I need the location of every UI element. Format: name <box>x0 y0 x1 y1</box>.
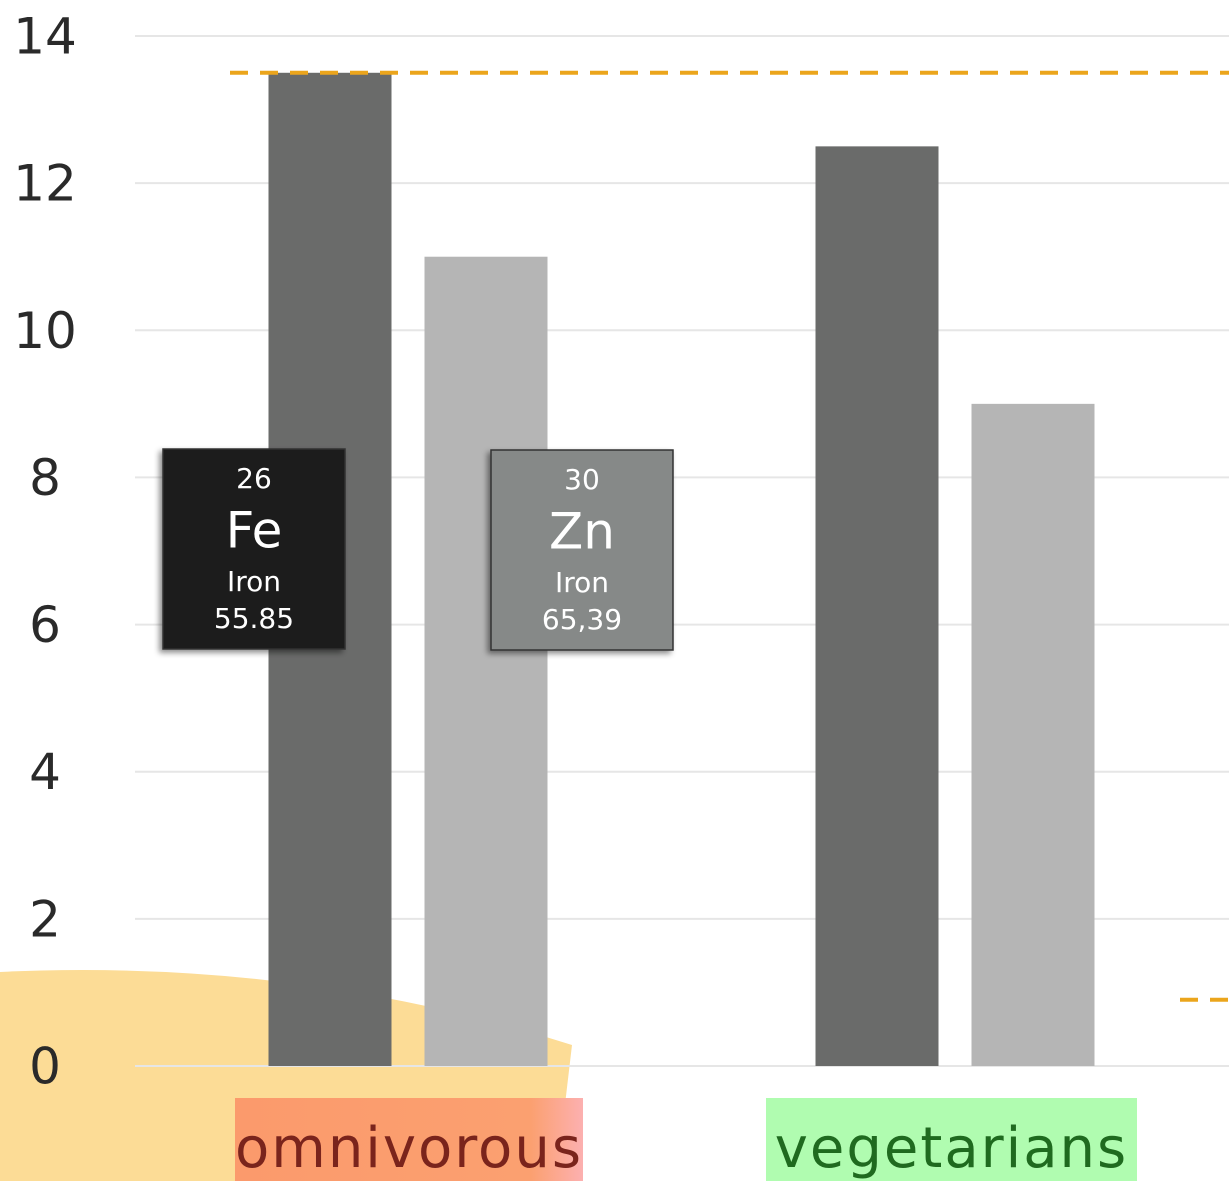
category-background <box>766 1098 1137 1181</box>
bar <box>815 146 939 1066</box>
y-tick-label: 6 <box>29 596 61 654</box>
element-tile <box>162 448 346 650</box>
element-tile <box>490 449 674 651</box>
tile-name: Iron <box>227 565 281 598</box>
y-tick-label: 12 <box>13 155 77 213</box>
tile-symbol: Zn <box>549 503 615 561</box>
tile-symbol: Fe <box>226 502 283 560</box>
x-tick-label: vegetarians <box>775 1116 1128 1181</box>
bar <box>424 256 548 1066</box>
bar <box>971 403 1095 1066</box>
y-tick-label: 10 <box>13 302 77 360</box>
x-tick-label: omnivorous <box>235 1116 583 1181</box>
tile-mass: 65,39 <box>542 603 622 636</box>
category-background <box>235 1098 583 1181</box>
tile-name: Iron <box>555 566 609 599</box>
y-tick-label: 2 <box>29 890 61 948</box>
tile-number: 30 <box>564 463 600 496</box>
y-tick-label: 0 <box>29 1038 61 1096</box>
tile-mass: 55.85 <box>214 602 294 635</box>
y-tick-label: 8 <box>29 449 61 507</box>
y-tick-label: 4 <box>29 743 61 801</box>
tile-number: 26 <box>236 462 272 495</box>
y-tick-label: 14 <box>13 8 77 66</box>
